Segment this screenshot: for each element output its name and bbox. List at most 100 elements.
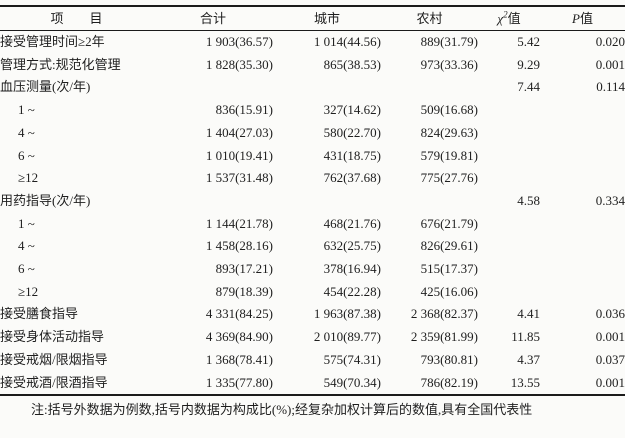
cell-urban: 632(25.75) [323,238,381,254]
cell-total: 1 828(35.30) [205,56,273,72]
cell-chi-square [478,99,540,122]
table-row: 1 ~ 836(15.91) 327(14.62) 509(16.68) [0,99,625,122]
column-header-p-value: P值 [540,6,625,31]
table-row: 1 ~ 1 144(21.78) 468(21.76) 676(21.79) [0,213,625,236]
cell-urban: 327(14.62) [323,102,381,118]
cell-total: 836(15.91) [215,102,273,118]
cell-urban: 378(16.94) [323,261,381,277]
row-item-label: 6 ~ [18,261,35,277]
table-row: 接受戒酒/限酒指导 1 335(77.80) 549(70.34) 786(82… [0,372,625,396]
cell-p-value: 0.334 [595,192,625,208]
cell-urban: 549(70.34) [323,374,381,390]
cell-rural: 579(19.81) [420,147,478,163]
column-header-item: 项 目 [0,6,153,31]
cell-urban: 1 963(87.38) [313,306,381,322]
p-suffix: 值 [579,11,593,26]
chi-superscript: 2 [503,9,508,20]
cell-rural: 425(16.06) [420,283,478,299]
cell-rural: 2 359(81.99) [410,329,478,345]
cell-chi-square [478,167,540,190]
cell-urban: 468(21.76) [323,215,381,231]
cell-rural: 824(29.63) [420,124,478,140]
row-item-label: 1 ~ [18,215,35,231]
row-item-label: 6 ~ [18,147,35,163]
cell-p-value: 0.114 [596,79,625,95]
cell-chi-square [478,213,540,236]
cell-total [153,76,273,99]
cell-rural: 826(29.61) [420,238,478,254]
cell-total: 4 331(84.25) [205,306,273,322]
cell-urban [273,190,381,213]
row-item-label: 1 ~ [18,102,35,118]
cell-chi-square: 4.37 [517,351,540,367]
cell-rural: 509(16.68) [420,102,478,118]
cell-urban: 2 010(89.77) [313,329,381,345]
cell-rural: 2 368(82.37) [410,306,478,322]
cell-rural: 786(82.19) [420,374,478,390]
cell-chi-square: 4.58 [517,192,540,208]
cell-rural: 775(27.76) [420,170,478,186]
cell-p-value: 0.037 [595,351,625,367]
cell-total: 1 903(36.57) [205,34,273,49]
table-footnote: 注:括号外数据为例数,括号内数据为构成比(%);经复杂加权计算后的数值,具有全国… [31,402,533,418]
row-item-label: 血压测量(次/年) [0,79,91,95]
table-header-row: 项 目 合计 城市 农村 χ2值 P值 [0,6,625,31]
cell-total: 1 368(78.41) [205,351,273,367]
cell-p-value: 0.001 [595,56,625,72]
cell-p-value [540,122,625,145]
cell-total [153,190,273,213]
row-item-label: ≥12 [18,283,39,299]
cell-chi-square [478,281,540,304]
cell-total: 1 537(31.48) [205,170,273,186]
table-row: 接受身体活动指导 4 369(84.90) 2 010(89.77) 2 359… [0,326,625,349]
cell-p-value [540,99,625,122]
cell-urban: 454(22.28) [323,283,381,299]
column-header-urban: 城市 [273,6,381,31]
cell-rural: 973(33.36) [420,56,478,72]
table-row: 管理方式:规范化管理 1 828(35.30) 865(38.53) 973(3… [0,54,625,77]
chi-suffix: 值 [507,11,521,26]
table-row: 6 ~ 893(17.21) 378(16.94) 515(17.37) [0,258,625,281]
row-item-label: 接受戒酒/限酒指导 [0,374,108,390]
statistics-table-wrap: 项 目 合计 城市 农村 χ2值 P值 接受管理时间≥2年 1 903(36.5… [0,5,625,397]
row-item-label: 接受身体活动指导 [0,329,105,345]
table-row: ≥12 1 537(31.48) 762(37.68) 775(27.76) [0,167,625,190]
column-header-total: 合计 [153,6,273,31]
cell-urban [273,76,381,99]
cell-p-value [540,235,625,258]
column-header-rural: 农村 [381,6,478,31]
chi-symbol: χ [497,11,504,26]
table-row: 用药指导(次/年) 4.58 0.334 [0,190,625,213]
cell-p-value [540,167,625,190]
cell-rural: 676(21.79) [420,215,478,231]
table-body: 接受管理时间≥2年 1 903(36.57) 1 014(44.56) 889(… [0,31,625,396]
column-header-chi-square: χ2值 [478,6,540,31]
cell-chi-square [478,235,540,258]
table-row: 6 ~ 1 010(19.41) 431(18.75) 579(19.81) [0,145,625,168]
table-row: 4 ~ 1 404(27.03) 580(22.70) 824(29.63) [0,122,625,145]
cell-p-value: 0.001 [595,374,625,390]
cell-chi-square: 7.44 [517,79,540,95]
cell-chi-square [478,122,540,145]
cell-chi-square: 9.29 [517,56,540,72]
cell-p-value: 0.001 [595,329,625,345]
cell-total: 1 335(77.80) [205,374,273,390]
cell-chi-square: 11.85 [511,329,540,345]
cell-p-value: 0.020 [595,34,625,49]
p-symbol: P [572,11,580,26]
cell-p-value: 0.036 [595,306,625,322]
cell-p-value [540,213,625,236]
cell-rural [381,76,478,99]
cell-p-value [540,258,625,281]
cell-urban: 431(18.75) [323,147,381,163]
row-item-label: 接受管理时间≥2年 [0,34,105,49]
cell-urban: 762(37.68) [323,170,381,186]
cell-total: 893(17.21) [215,261,273,277]
row-item-label: ≥12 [18,170,39,186]
row-item-label: 接受膳食指导 [0,306,79,322]
cell-chi-square [478,258,540,281]
cell-urban: 865(38.53) [323,56,381,72]
cell-urban: 1 014(44.56) [313,34,381,49]
table-row: 4 ~ 1 458(28.16) 632(25.75) 826(29.61) [0,235,625,258]
